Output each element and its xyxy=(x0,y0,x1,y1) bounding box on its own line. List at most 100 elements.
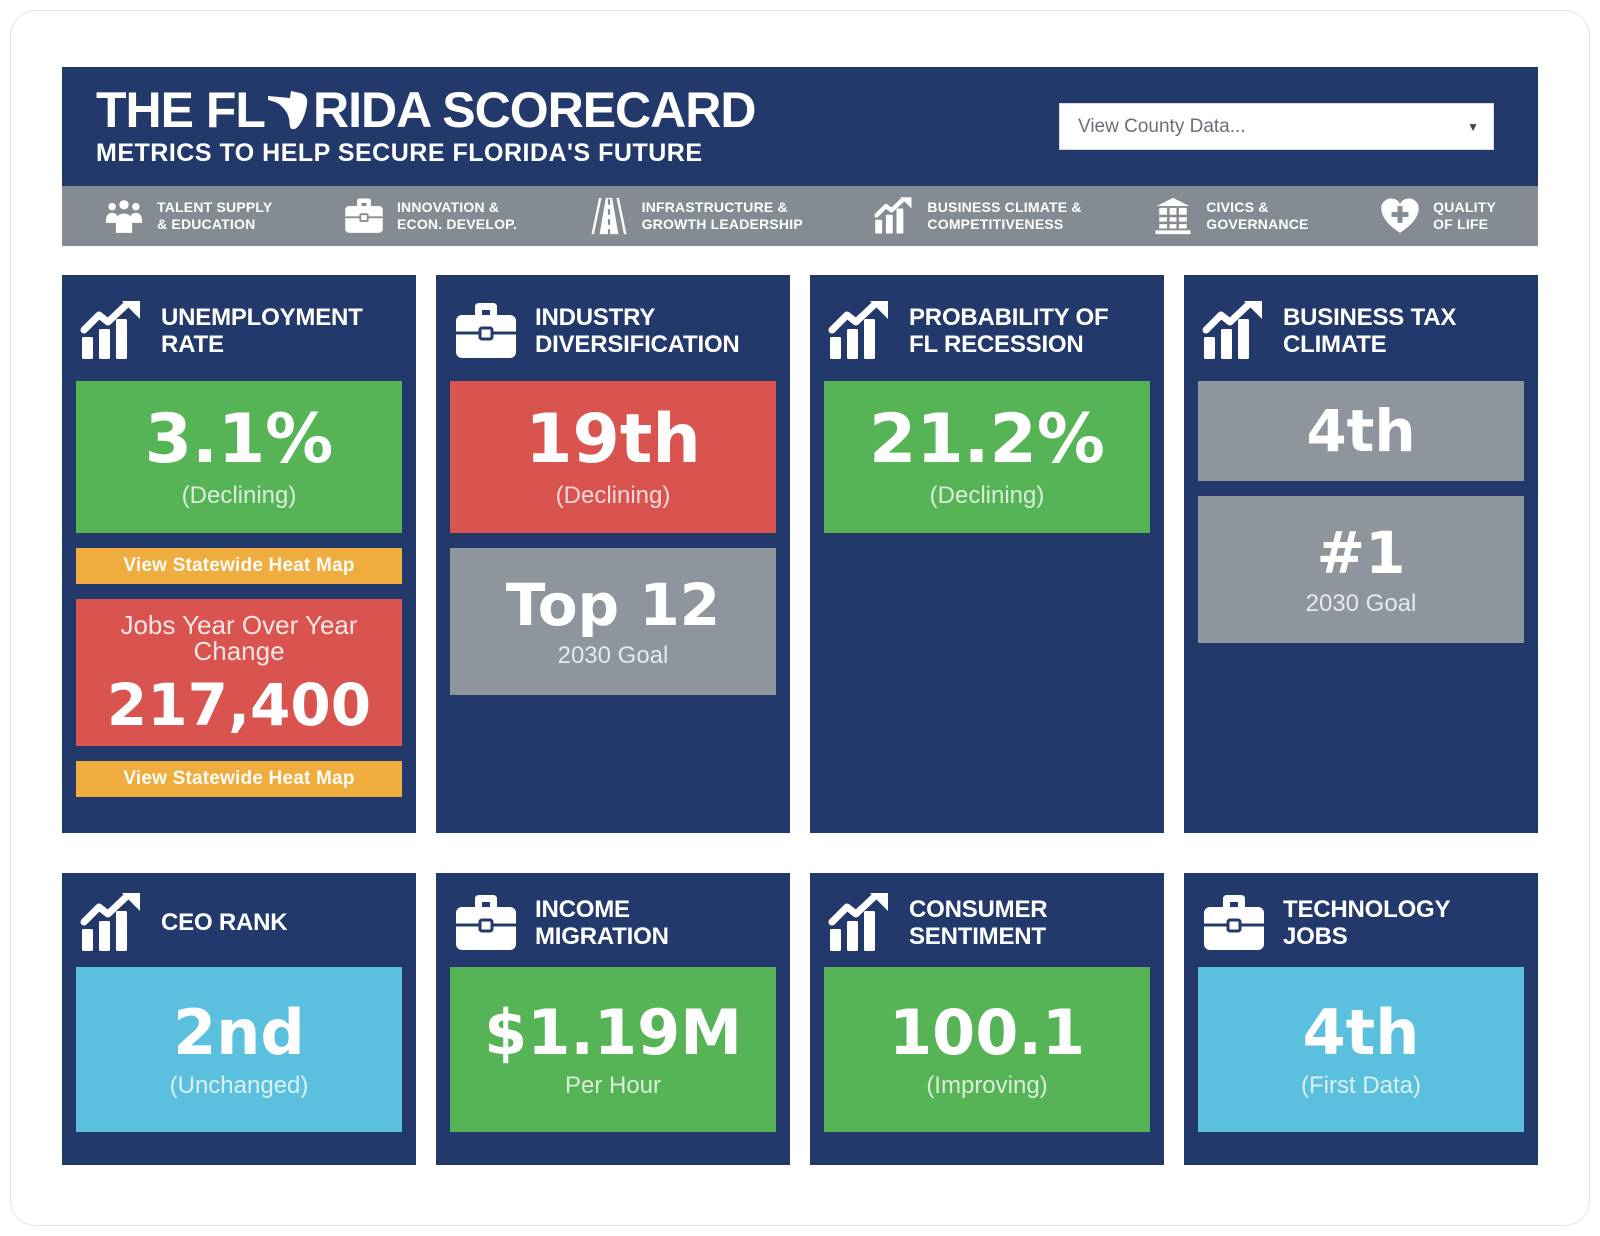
button-label: View Statewide Heat Map xyxy=(123,768,355,789)
people-icon xyxy=(104,197,144,235)
briefcase-icon xyxy=(454,893,518,953)
stat-sub: 2030 Goal xyxy=(1305,589,1417,617)
stat-value: Top 12 xyxy=(505,570,721,639)
card-header: CEO RANK xyxy=(74,873,404,967)
card-industry-diversification: INDUSTRY DIVERSIFICATION 19th (Declining) To… xyxy=(436,275,790,833)
stat-label: Jobs Year Over Year Change xyxy=(120,609,358,666)
county-data-select[interactable]: View County Data... ▼ xyxy=(1059,103,1494,150)
heat-map-button[interactable]: View Statewide Heat Map xyxy=(76,548,402,584)
stat-sub: (Declining) xyxy=(555,482,671,509)
card-title: CEO RANK xyxy=(161,909,288,937)
logo-block: THE FL RIDA SCORECARD METRICS TO HELP SEC… xyxy=(96,82,756,168)
consumer-sentiment-value-box: 100.1 (Improving) xyxy=(824,967,1150,1132)
page-frame: THE FL RIDA SCORECARD METRICS TO HELP SEC… xyxy=(10,10,1590,1226)
technology-jobs-value-box: 4th (First Data) xyxy=(1198,967,1524,1132)
stat-value: $1.19M xyxy=(484,995,742,1069)
card-unemployment-rate: UNEMPLOYMENT RATE 3.1% (Declining) View Stat… xyxy=(62,275,416,833)
nav-item-talent-supply-education[interactable]: TALENT SUPPLY & EDUCATION xyxy=(104,197,272,235)
card-title: PROBABILITY OF FL RECESSION xyxy=(909,303,1109,358)
title-suffix: RIDA SCORECARD xyxy=(312,82,756,138)
card-header: INDUSTRY DIVERSIFICATION xyxy=(448,275,778,381)
unemployment-rate-value-box: 3.1% (Declining) xyxy=(76,381,402,533)
page-title: THE FL RIDA SCORECARD xyxy=(96,82,756,138)
header-bar: THE FL RIDA SCORECARD METRICS TO HELP SEC… xyxy=(62,67,1538,186)
card-title: UNEMPLOYMENT RATE xyxy=(161,303,363,358)
courthouse-icon xyxy=(1153,197,1193,235)
business-tax-climate-value-box: #1 2030 Goal xyxy=(1198,496,1524,643)
stat-value: 2nd xyxy=(173,995,305,1069)
category-navbar: TALENT SUPPLY & EDUCATION INNOVATION & ECON… xyxy=(62,186,1538,246)
card-title: TECHNOLOGY JOBS xyxy=(1283,895,1450,950)
trending-chart-icon xyxy=(874,197,914,235)
card-consumer-sentiment: CONSUMER SENTIMENT 100.1 (Improving) xyxy=(810,873,1164,1165)
card-header: BUSINESS TAX CLIMATE xyxy=(1196,275,1526,381)
card-title: INCOME MIGRATION xyxy=(535,895,669,950)
stat-sub: 2030 Goal xyxy=(557,641,669,669)
card-title: CONSUMER SENTIMENT xyxy=(909,895,1048,950)
stat-value: 19th xyxy=(525,400,701,479)
metric-cards-row-2: CEO RANK 2nd (Unchanged) INCOME MIGRATION $1.… xyxy=(62,873,1538,1165)
highway-icon xyxy=(589,197,629,235)
trending-chart-icon xyxy=(828,301,892,361)
card-technology-jobs: TECHNOLOGY JOBS 4th (First Data) xyxy=(1184,873,1538,1165)
title-prefix: THE FL xyxy=(96,82,266,138)
nav-item-label: QUALITY OF LIFE xyxy=(1433,198,1496,233)
nav-item-business-climate[interactable]: BUSINESS CLIMATE & COMPETITIVENESS xyxy=(874,197,1081,235)
briefcase-icon xyxy=(1202,893,1266,953)
stat-value: 217,400 xyxy=(106,670,372,739)
industry-diversification-value-box: Top 12 2030 Goal xyxy=(450,548,776,695)
trending-chart-icon xyxy=(828,893,892,953)
card-header: PROBABILITY OF FL RECESSION xyxy=(822,275,1152,381)
nav-item-label: BUSINESS CLIMATE & COMPETITIVENESS xyxy=(927,198,1082,233)
stat-sub: (First Data) xyxy=(1301,1071,1421,1099)
nav-item-civics-governance[interactable]: CIVICS & GOVERNANCE xyxy=(1153,197,1308,235)
trending-chart-icon xyxy=(1202,301,1266,361)
page-subtitle: METRICS TO HELP SECURE FLORIDA'S FUTURE xyxy=(96,139,703,167)
nav-item-label: INFRASTRUCTURE & GROWTH LEADERSHIP xyxy=(641,198,803,233)
stat-value: 3.1% xyxy=(144,400,334,479)
ceo-rank-value-box: 2nd (Unchanged) xyxy=(76,967,402,1132)
income-migration-value-box: $1.19M Per Hour xyxy=(450,967,776,1132)
heat-map-button[interactable]: View Statewide Heat Map xyxy=(76,761,402,797)
nav-item-infrastructure-growth[interactable]: INFRASTRUCTURE & GROWTH LEADERSHIP xyxy=(589,197,803,235)
stat-sub: Per Hour xyxy=(564,1071,662,1099)
trending-chart-icon xyxy=(80,301,144,361)
trending-chart-icon xyxy=(80,893,144,953)
stat-value: 4th xyxy=(1306,397,1416,465)
industry-diversification-value-box: 19th (Declining) xyxy=(450,381,776,533)
probability-of-fl-recession-value-box: 21.2% (Declining) xyxy=(824,381,1150,533)
stat-value: 21.2% xyxy=(869,400,1105,479)
card-header: TECHNOLOGY JOBS xyxy=(1196,873,1526,967)
heart-plus-icon xyxy=(1380,197,1420,235)
card-probability-of-fl-recession: PROBABILITY OF FL RECESSION 21.2% (Declinin… xyxy=(810,275,1164,833)
business-tax-climate-value-box: 4th xyxy=(1198,381,1524,481)
card-header: UNEMPLOYMENT RATE xyxy=(74,275,404,381)
unemployment-rate-value-box: Jobs Year Over Year Change 217,400 xyxy=(76,599,402,746)
metric-cards-row-1: UNEMPLOYMENT RATE 3.1% (Declining) View Stat… xyxy=(62,275,1538,833)
stat-sub: (Declining) xyxy=(181,482,297,509)
stat-sub: (Declining) xyxy=(929,482,1045,509)
card-header: CONSUMER SENTIMENT xyxy=(822,873,1152,967)
nav-item-innovation-econ-develop[interactable]: INNOVATION & ECON. DEVELOP. xyxy=(344,197,517,235)
card-business-tax-climate: BUSINESS TAX CLIMATE 4th #1 2030 Goal xyxy=(1184,275,1538,833)
card-income-migration: INCOME MIGRATION $1.19M Per Hour xyxy=(436,873,790,1165)
card-header: INCOME MIGRATION xyxy=(448,873,778,967)
card-title: INDUSTRY DIVERSIFICATION xyxy=(535,303,740,358)
card-ceo-rank: CEO RANK 2nd (Unchanged) xyxy=(62,873,416,1165)
briefcase-icon xyxy=(454,301,518,361)
nav-item-quality-of-life[interactable]: QUALITY OF LIFE xyxy=(1380,197,1496,235)
briefcase-icon xyxy=(344,197,384,235)
nav-item-label: CIVICS & GOVERNANCE xyxy=(1206,198,1309,233)
stat-value: 100.1 xyxy=(888,995,1086,1069)
nav-item-label: TALENT SUPPLY & EDUCATION xyxy=(157,198,273,233)
florida-state-icon xyxy=(267,88,311,132)
stat-value: #1 xyxy=(1316,518,1406,587)
card-title: BUSINESS TAX CLIMATE xyxy=(1283,303,1457,358)
nav-item-label: INNOVATION & ECON. DEVELOP. xyxy=(396,198,517,233)
county-select-value: View County Data... xyxy=(1078,115,1246,137)
stat-sub: (Unchanged) xyxy=(169,1071,309,1099)
button-label: View Statewide Heat Map xyxy=(123,555,355,576)
stat-value: 4th xyxy=(1302,995,1420,1069)
stat-sub: (Improving) xyxy=(926,1071,1048,1099)
chevron-down-icon: ▼ xyxy=(1467,119,1479,134)
